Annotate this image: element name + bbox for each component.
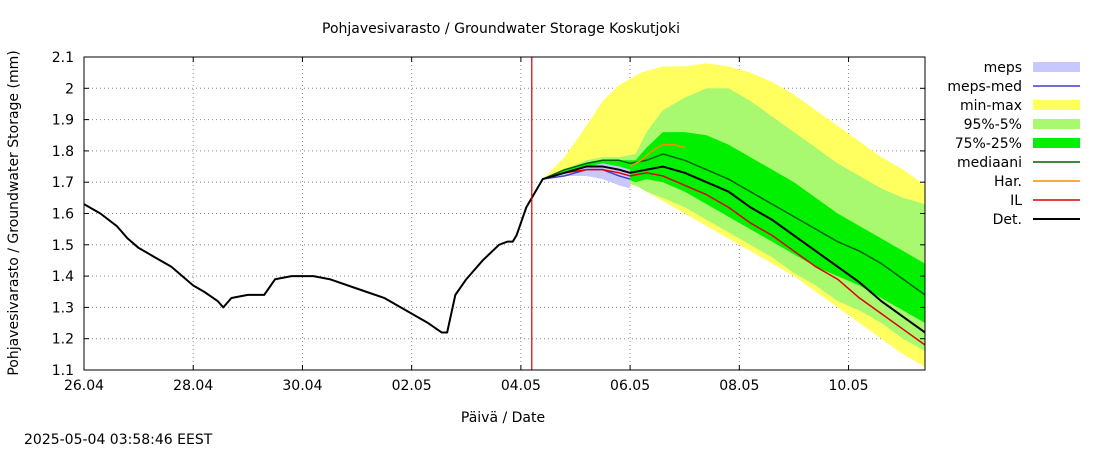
- y-tick-label-9: 2: [65, 81, 74, 97]
- legend-label-95-5-: 95%-5%: [964, 117, 1022, 133]
- legend-label-det-: Det.: [993, 212, 1022, 228]
- x-tick-label-4: 04.05: [501, 378, 541, 394]
- y-tick-label-1: 1.2: [52, 332, 74, 348]
- y-tick-label-4: 1.5: [52, 238, 74, 254]
- x-tick-label-5: 06.05: [610, 378, 650, 394]
- legend-label-mediaani: mediaani: [957, 155, 1022, 171]
- timestamp: 2025-05-04 03:58:46 EEST: [24, 432, 213, 448]
- series-det-: [83, 165, 926, 334]
- x-tick-label-1: 28.04: [173, 378, 213, 394]
- legend-label-min-max: min-max: [960, 98, 1022, 114]
- legend-swatch-min-max: [1033, 100, 1080, 110]
- series-il: [542, 168, 926, 346]
- y-tick-label-7: 1.8: [52, 144, 74, 160]
- y-axis-ticks: 1.1 1.2 1.3 1.4 1.5 1.6 1.7 1.8 1.9 2 2.1: [52, 50, 925, 379]
- x-tick-label-6: 08.05: [719, 378, 759, 394]
- legend-label-meps-med: meps-med: [947, 79, 1022, 95]
- x-axis-ticks: 26.04 28.04 30.04 02.05 04.05 06.05 08.05 10.05: [64, 57, 869, 394]
- y-tick-label-3: 1.4: [52, 269, 74, 285]
- legend-label-75-25-: 75%-25%: [955, 136, 1022, 152]
- band-75-25-: [542, 132, 925, 324]
- x-tick-label-3: 02.05: [392, 378, 432, 394]
- legend-label-il: IL: [1010, 193, 1022, 209]
- band-95-5-: [542, 88, 925, 352]
- legend-label-meps: meps: [984, 60, 1022, 76]
- x-tick-label-2: 30.04: [282, 378, 322, 394]
- x-tick-label-7: 10.05: [828, 378, 868, 394]
- band-meps: [542, 163, 631, 189]
- y-axis-label: Pohjavesivarasto / Groundwater Storage (…: [6, 50, 22, 375]
- x-tick-label-0: 26.04: [64, 378, 104, 394]
- legend-swatch-75-25-: [1033, 138, 1080, 148]
- y-tick-label-8: 1.9: [52, 113, 74, 129]
- y-tick-label-10: 2.1: [52, 50, 74, 66]
- y-tick-label-2: 1.3: [52, 300, 74, 316]
- series-lines: [83, 143, 926, 346]
- series-mediaani: [542, 153, 926, 296]
- chart-title: Pohjavesivarasto / Groundwater Storage K…: [322, 21, 680, 37]
- legend: meps meps-med min-max 95%-5% 75%-25% mediaani…: [947, 60, 1080, 228]
- y-tick-label-6: 1.7: [52, 175, 74, 191]
- series-har-: [629, 143, 685, 168]
- y-tick-label-5: 1.6: [52, 207, 74, 223]
- legend-swatch-meps: [1033, 62, 1080, 72]
- legend-swatch-95-5-: [1033, 119, 1080, 129]
- forecast-bands: [542, 63, 925, 367]
- y-tick-label-0: 1.1: [52, 363, 74, 379]
- legend-label-har-: Har.: [994, 174, 1022, 190]
- x-axis-label: Päivä / Date: [461, 410, 545, 426]
